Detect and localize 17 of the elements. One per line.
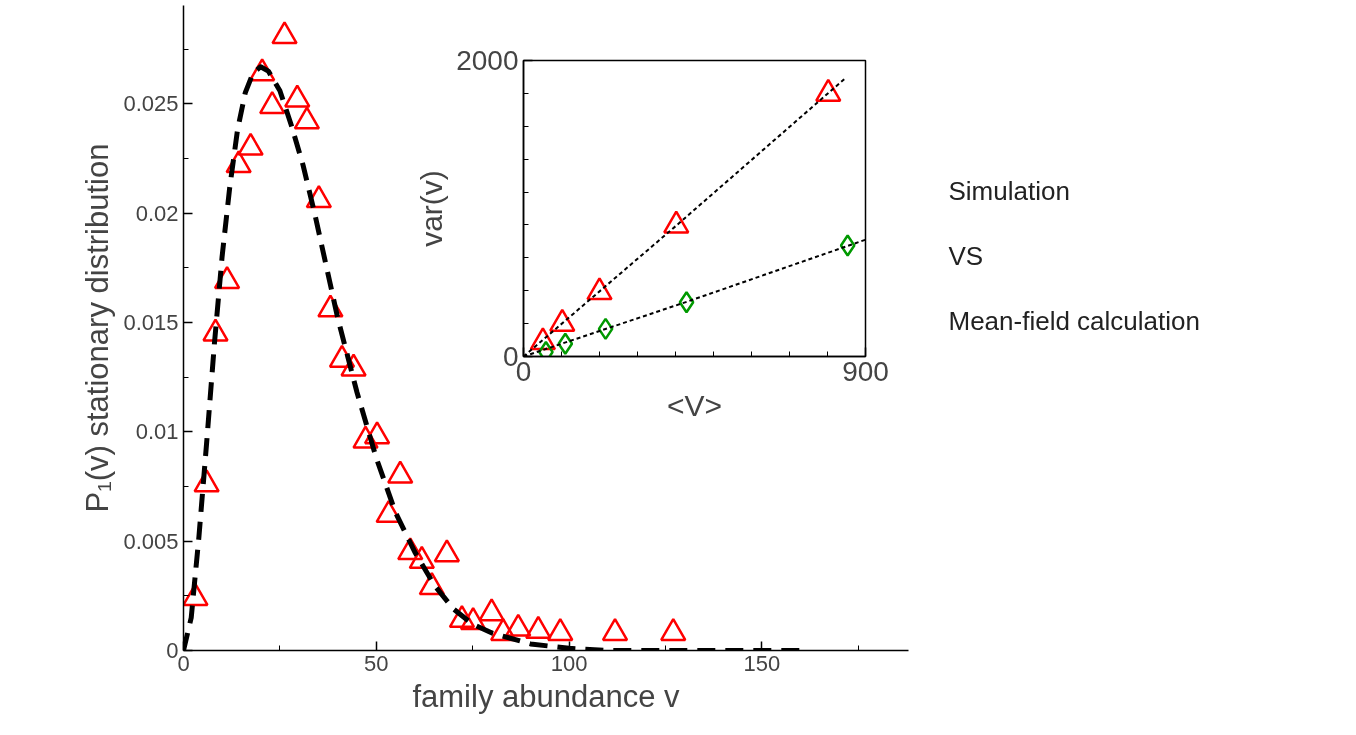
y-tick-label: 0.005 [123,528,179,554]
y-axis-title: var(v) [415,170,449,247]
y-tick-label: 0.025 [123,91,179,117]
x-tick-label: 100 [550,650,588,676]
x-tick-label: 900 [842,355,889,387]
x-tick-label: 50 [364,650,389,676]
x-axis-title: family abundance v [412,678,681,714]
text: VS [948,240,984,271]
y-tick-label: 0.02 [135,200,179,226]
y-tick-label: 2000 [456,45,519,76]
y-axis-title: P₁(v) stationary distribution [80,143,116,513]
x-tick-label: 150 [743,650,781,676]
text: Simulation [948,175,1070,206]
y-tick-label: 0.01 [135,419,179,445]
text: Mean-field calculation [948,305,1200,336]
y-tick-label: 0.015 [123,310,179,336]
x-axis-title: <V> [666,388,723,422]
